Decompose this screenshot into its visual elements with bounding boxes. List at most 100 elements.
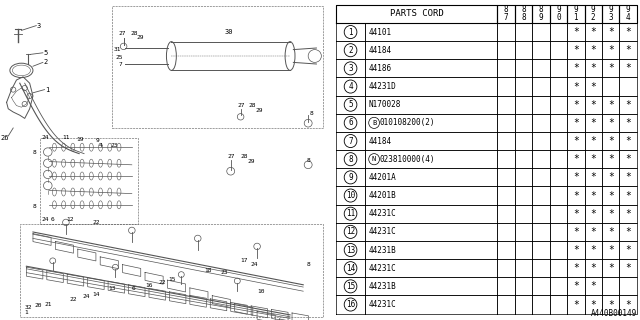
Text: 21: 21	[45, 301, 52, 307]
Text: *: *	[573, 209, 579, 219]
Text: *: *	[573, 172, 579, 182]
Text: 9: 9	[95, 138, 99, 143]
Text: 8: 8	[348, 155, 353, 164]
Text: 10: 10	[346, 191, 355, 200]
Text: 44231B: 44231B	[369, 282, 396, 291]
Text: *: *	[608, 227, 614, 237]
Text: 3: 3	[348, 64, 353, 73]
Text: 8: 8	[307, 261, 310, 267]
Text: 1: 1	[45, 87, 49, 92]
Text: 18: 18	[204, 268, 212, 273]
Text: 44201B: 44201B	[369, 191, 396, 200]
Text: *: *	[590, 154, 596, 164]
Text: 26: 26	[0, 135, 8, 140]
Text: 9
3: 9 3	[609, 5, 613, 22]
Text: *: *	[608, 63, 614, 73]
Text: 7: 7	[118, 61, 122, 67]
Text: 8
9: 8 9	[538, 5, 543, 22]
Text: 023810000(4): 023810000(4)	[380, 155, 435, 164]
Text: 9
4: 9 4	[626, 5, 630, 22]
Text: *: *	[590, 281, 596, 291]
Text: *: *	[590, 136, 596, 146]
Text: 20: 20	[35, 303, 42, 308]
Text: *: *	[573, 100, 579, 110]
Text: PARTS CORD: PARTS CORD	[390, 9, 444, 18]
Text: 8: 8	[33, 149, 36, 155]
Text: *: *	[590, 190, 596, 201]
Text: 2: 2	[348, 46, 353, 55]
Text: 6: 6	[51, 217, 55, 222]
Text: *: *	[573, 154, 579, 164]
Text: *: *	[590, 118, 596, 128]
Text: 1: 1	[348, 28, 353, 36]
Text: 28: 28	[130, 31, 138, 36]
Text: *: *	[625, 154, 631, 164]
Text: *: *	[590, 27, 596, 37]
Text: N170028: N170028	[369, 100, 401, 109]
Text: 8: 8	[33, 204, 36, 209]
Text: *: *	[590, 82, 596, 92]
Text: 44201A: 44201A	[369, 173, 396, 182]
Text: *: *	[573, 118, 579, 128]
Text: 12: 12	[66, 217, 74, 222]
Text: 16: 16	[346, 300, 355, 309]
Text: *: *	[590, 227, 596, 237]
Text: 44231D: 44231D	[369, 82, 396, 91]
Text: 22: 22	[69, 297, 77, 302]
Text: 13: 13	[346, 245, 355, 254]
Text: 8
7: 8 7	[504, 5, 508, 22]
Text: 24: 24	[41, 217, 49, 222]
Text: 6: 6	[348, 118, 353, 127]
Text: 12: 12	[346, 227, 355, 236]
Text: 23: 23	[111, 143, 118, 148]
Text: *: *	[608, 190, 614, 201]
Text: *: *	[573, 281, 579, 291]
Text: *: *	[625, 27, 631, 37]
Text: 32: 32	[25, 305, 32, 310]
Text: *: *	[590, 263, 596, 273]
Text: *: *	[590, 100, 596, 110]
Text: 22: 22	[92, 220, 100, 225]
Text: 15: 15	[346, 282, 355, 291]
Text: *: *	[625, 300, 631, 309]
Text: *: *	[573, 82, 579, 92]
Text: 10: 10	[257, 289, 264, 294]
Text: *: *	[608, 136, 614, 146]
Text: *: *	[625, 263, 631, 273]
Text: 8: 8	[310, 111, 314, 116]
Text: *: *	[590, 63, 596, 73]
Text: 27: 27	[227, 154, 235, 159]
Text: *: *	[573, 63, 579, 73]
Text: 5: 5	[44, 50, 48, 56]
Text: *: *	[625, 136, 631, 146]
Text: 31: 31	[114, 47, 121, 52]
Text: 44186: 44186	[369, 64, 392, 73]
Text: *: *	[608, 245, 614, 255]
Text: 44231C: 44231C	[369, 227, 396, 236]
Text: 14: 14	[346, 264, 355, 273]
Text: 5: 5	[348, 100, 353, 109]
Text: 29: 29	[137, 35, 144, 40]
Text: *: *	[590, 209, 596, 219]
Text: *: *	[608, 100, 614, 110]
Text: 16: 16	[145, 283, 152, 288]
Text: *: *	[625, 63, 631, 73]
Text: 1: 1	[25, 309, 28, 315]
Text: *: *	[608, 300, 614, 309]
Text: *: *	[608, 172, 614, 182]
Text: *: *	[573, 263, 579, 273]
Text: *: *	[625, 209, 631, 219]
Text: *: *	[590, 245, 596, 255]
Text: 44101: 44101	[369, 28, 392, 36]
Text: 11: 11	[63, 135, 70, 140]
Text: *: *	[625, 172, 631, 182]
Text: 9
2: 9 2	[591, 5, 596, 22]
Text: 9: 9	[348, 173, 353, 182]
Text: 24: 24	[250, 261, 258, 267]
Text: *: *	[590, 300, 596, 309]
Text: 17: 17	[241, 258, 248, 263]
Text: A440B00149: A440B00149	[591, 309, 637, 318]
Text: 44231C: 44231C	[369, 209, 396, 218]
Text: *: *	[625, 245, 631, 255]
Text: *: *	[573, 227, 579, 237]
